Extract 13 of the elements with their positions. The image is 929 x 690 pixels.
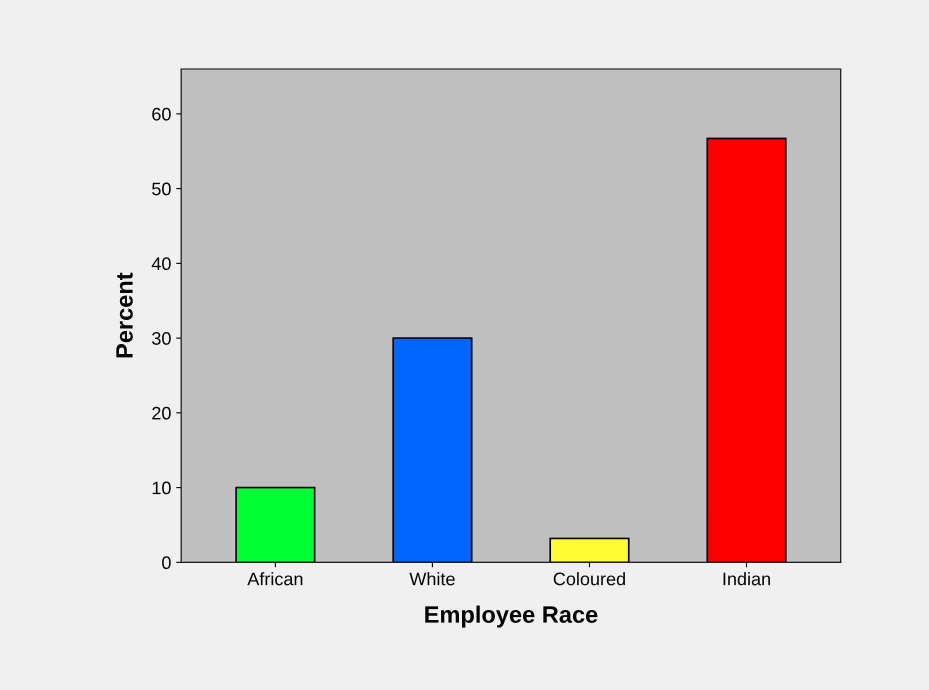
x-tick-label: Indian <box>724 572 770 586</box>
x-tick-label: White <box>409 572 455 586</box>
x-tick-label: African <box>247 572 302 586</box>
y-tick-label: 0 <box>162 556 171 570</box>
x-axis-title: Employee Race <box>425 606 598 628</box>
y-tick-label: 50 <box>152 182 171 196</box>
y-tick-label: 10 <box>152 482 171 494</box>
x-tick-label: Coloured <box>554 572 625 586</box>
y-tick-label: 60 <box>152 108 171 121</box>
y-axis-title: Percent <box>116 272 133 358</box>
y-tick-label: 40 <box>152 257 171 270</box>
y-tick-label: 30 <box>152 332 171 345</box>
y-tick-label: 20 <box>152 406 171 420</box>
